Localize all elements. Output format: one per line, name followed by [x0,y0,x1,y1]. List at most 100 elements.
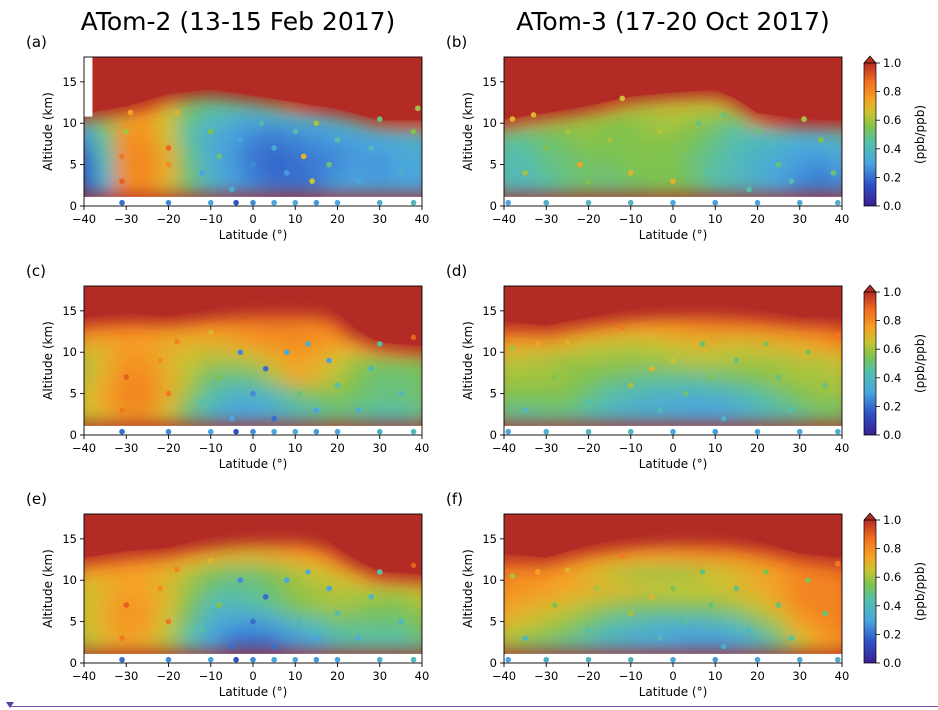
field-cell [513,171,537,189]
observation-point [326,161,332,168]
field-cell [283,643,307,652]
field-cell [745,643,770,652]
field-cell [325,612,350,631]
field-cell [93,643,117,652]
surface-observation-point [712,428,719,435]
observation-point [123,128,130,135]
observation-point [733,153,740,160]
field-cell [534,155,558,174]
field-cell [84,155,96,174]
field-cell [703,544,727,565]
surface-observation-point [292,428,299,435]
field-cell [682,595,706,615]
field-cell [368,186,392,195]
field-cell [241,316,265,337]
observation-point [284,577,290,584]
observation-point [313,635,320,641]
plot-area [84,57,422,206]
y-tick-label: 5 [490,158,497,172]
field-cell [347,579,371,598]
observation-point [305,569,311,575]
field-cell [325,579,350,598]
field-cell [534,562,558,582]
field-cell [241,105,265,125]
x-tick-label: 30 [372,441,387,455]
field-cell [262,334,286,354]
field-cell [682,400,706,418]
field-cell [283,334,307,354]
x-tick-label: 40 [835,441,850,455]
field-cell [368,122,392,141]
field-cell [199,316,223,337]
surface-observation-point [505,428,512,435]
field-cell [724,316,748,337]
x-tick-label: 40 [415,441,430,455]
panel-a: −40 −30 −20 −10 0 10 20 30 40 0 5 10 15 Latitude (°) A… [26,33,429,242]
field-cell [534,384,558,403]
field-cell [830,562,842,582]
field-cell [504,612,516,631]
observation-point [834,560,841,567]
surface-observation-point [796,428,803,435]
field-cell [534,171,558,189]
x-tick-label: −20 [156,669,180,683]
field-cell [199,186,223,195]
field-cell [661,186,685,195]
field-cell [156,334,181,354]
observation-point [123,374,130,380]
observation-point [640,153,647,160]
observation-point [410,334,417,341]
field-cell [199,628,223,646]
observation-point [775,161,782,168]
field-cell [135,384,159,403]
colorbar-label: (ppb/ppb) [913,105,927,164]
field-cell [703,384,727,403]
colorbar-gradient [864,520,876,663]
field-cell [199,105,223,125]
field-cell [788,351,812,370]
field-cell [703,595,727,615]
observation-point [801,116,807,122]
field-cell [661,105,685,125]
field-cell [84,643,96,652]
field-cell [283,400,307,418]
field-cell [703,400,727,418]
field-cell [767,122,791,141]
field-cell [156,186,181,195]
field-cell [661,643,685,652]
field-cell [661,316,685,337]
field-cell [788,415,812,424]
field-cell [84,400,96,418]
field-cell [178,400,202,418]
field-cell [114,643,138,652]
plot-area [84,286,422,435]
field-cell [262,105,286,125]
field-cell [640,562,664,582]
field-cell [576,186,601,195]
field-cell [724,367,748,387]
field-cell [576,415,601,424]
field-cell [368,384,392,403]
observation-point [284,170,290,176]
observation-point [229,415,235,422]
field-cell [598,351,622,370]
observation-point [649,593,655,600]
observation-point [199,399,206,405]
field-cell [93,595,117,615]
field-cell [368,171,392,189]
field-cell [135,155,159,174]
field-cell [241,351,265,370]
field-cell [410,384,422,403]
observation-point [822,610,828,617]
x-tick-label: 0 [669,212,676,226]
field-cell [724,334,748,354]
field-cell [767,351,791,370]
observation-point [788,178,795,184]
observation-point [788,407,795,413]
observation-point [805,577,811,584]
field-cell [598,316,622,337]
field-cell [114,186,138,195]
surface-observation-point [376,199,383,206]
field-cell [682,544,706,565]
